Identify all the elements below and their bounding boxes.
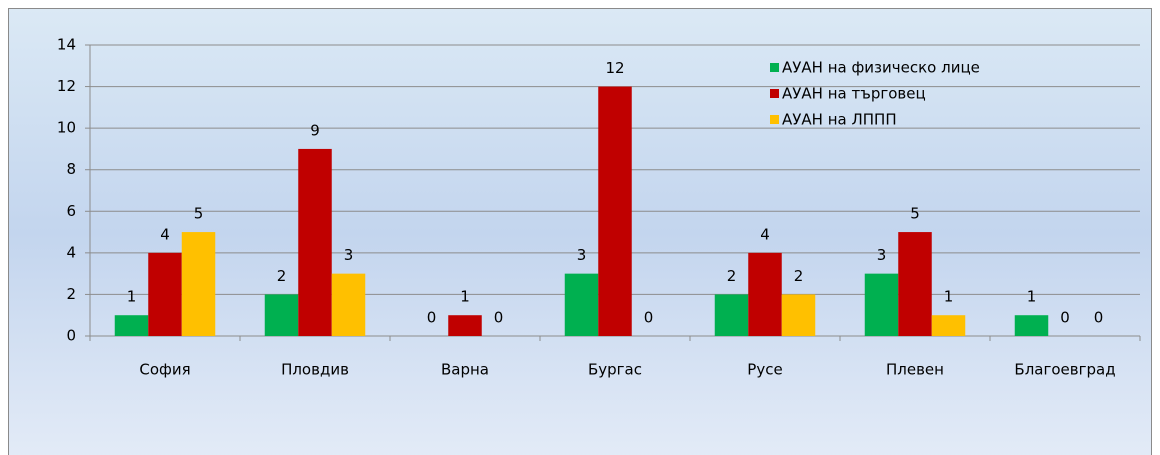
y-tick-label: 4 xyxy=(66,243,76,261)
data-label: 3 xyxy=(877,246,887,264)
data-label: 4 xyxy=(760,225,770,243)
data-label: 0 xyxy=(1094,309,1104,327)
bar xyxy=(264,294,299,336)
data-label: 1 xyxy=(460,288,470,306)
bar xyxy=(1014,315,1049,336)
y-tick-label: 0 xyxy=(66,327,76,345)
bar xyxy=(714,294,749,336)
data-label: 0 xyxy=(644,309,654,327)
data-label: 5 xyxy=(910,205,920,223)
data-label: 0 xyxy=(427,309,437,327)
data-label: 9 xyxy=(310,121,320,139)
legend-swatch xyxy=(770,89,779,98)
data-label: 1 xyxy=(127,288,137,306)
data-label: 4 xyxy=(160,225,170,243)
y-tick-label: 2 xyxy=(66,285,76,303)
y-tick-label: 8 xyxy=(66,160,76,178)
data-label: 1 xyxy=(1027,288,1037,306)
x-tick-label: София xyxy=(139,361,190,379)
x-tick-label: Варна xyxy=(441,361,489,379)
bar xyxy=(748,252,782,336)
bar xyxy=(898,232,932,336)
legend-label: АУАН на ЛППП xyxy=(782,111,897,129)
chart-background xyxy=(8,8,1152,455)
data-label: 1 xyxy=(944,288,954,306)
x-tick-label: Плевен xyxy=(886,361,944,379)
y-tick-label: 14 xyxy=(57,36,76,54)
bar xyxy=(331,273,366,336)
bar xyxy=(598,86,632,336)
bar xyxy=(114,315,149,336)
bar xyxy=(148,252,182,336)
bar xyxy=(181,232,216,336)
legend-swatch xyxy=(770,63,779,72)
x-tick-label: Пловдив xyxy=(281,361,349,379)
bar xyxy=(781,294,816,336)
data-label: 2 xyxy=(794,267,804,285)
bar xyxy=(298,148,332,336)
legend-label: АУАН на търговец xyxy=(782,85,926,103)
data-label: 5 xyxy=(194,205,204,223)
x-tick-label: Благоевград xyxy=(1014,361,1115,379)
bar xyxy=(448,315,482,336)
data-label: 3 xyxy=(577,246,587,264)
data-label: 12 xyxy=(605,59,624,77)
bar xyxy=(931,315,966,336)
y-tick-label: 6 xyxy=(66,202,76,220)
data-label: 2 xyxy=(277,267,287,285)
y-tick-label: 10 xyxy=(57,119,76,137)
bar xyxy=(564,273,599,336)
bar xyxy=(864,273,899,336)
data-label: 0 xyxy=(1060,309,1070,327)
x-tick-label: Бургас xyxy=(588,361,642,379)
legend-swatch xyxy=(770,115,779,124)
data-label: 2 xyxy=(727,267,737,285)
data-label: 0 xyxy=(494,309,504,327)
data-label: 3 xyxy=(344,246,354,264)
x-tick-label: Русе xyxy=(747,361,782,379)
y-tick-label: 12 xyxy=(57,77,76,95)
legend-label: АУАН на физическо лице xyxy=(782,59,980,77)
